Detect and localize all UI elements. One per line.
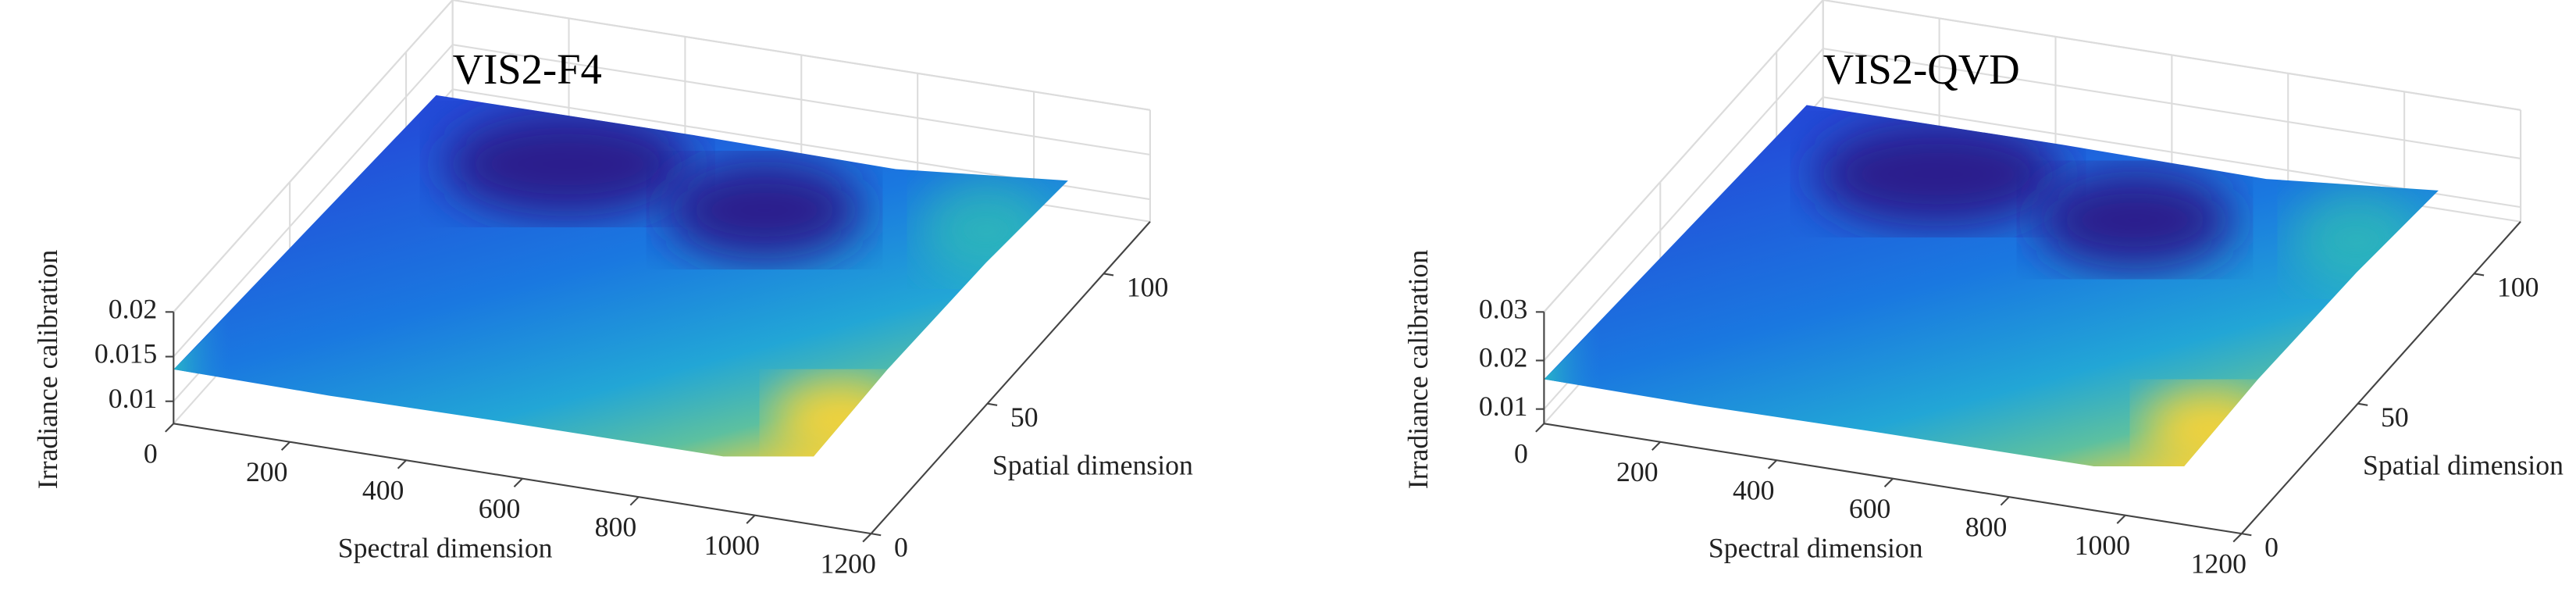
tick-mark — [871, 533, 882, 537]
x-axis-label: Spectral dimension — [1708, 532, 1923, 563]
grid-line — [452, 44, 1151, 156]
tick-mark — [513, 477, 523, 487]
y-tick-label: 0 — [894, 531, 908, 562]
z-axis-label: Irradiance calibration — [32, 250, 63, 490]
tick-mark — [397, 459, 407, 469]
tick-mark — [1767, 459, 1777, 469]
z-tick-label: 0.01 — [1479, 391, 1528, 422]
tick-mark — [280, 441, 290, 451]
y-axis-label: Spatial dimension — [992, 449, 1193, 480]
x-tick-label: 1200 — [820, 548, 875, 579]
x-tick-label: 1000 — [704, 530, 760, 561]
x-tick-label: 600 — [1849, 493, 1891, 524]
tick-mark — [862, 533, 872, 543]
z-tick-label: 0.02 — [1479, 342, 1528, 373]
chart-title: VIS2-QVD — [1823, 45, 2020, 93]
tick-mark — [1883, 477, 1894, 487]
tick-mark — [629, 496, 640, 506]
tick-mark — [2357, 402, 2368, 406]
panel: 0 200 400 600 800 1000 1200 0 50 100 0.01 0.02 0.03 S… — [1402, 0, 2564, 579]
tick-mark — [2116, 514, 2126, 524]
y-tick-label: 0 — [2264, 531, 2278, 562]
z-axis-label: Irradiance calibration — [1402, 250, 1434, 490]
grid-line — [1822, 48, 2521, 160]
grid-line — [173, 44, 454, 358]
tick-mark — [2232, 533, 2243, 543]
x-tick-label: 1000 — [2075, 530, 2130, 561]
x-tick-label: 200 — [1616, 456, 1659, 487]
box-edge — [1543, 0, 1824, 313]
x-tick-label: 400 — [1733, 474, 1775, 505]
y-tick-label: 50 — [1010, 401, 1039, 433]
x-tick-label: 200 — [246, 456, 288, 487]
x-tick-label: 1200 — [2191, 548, 2246, 579]
tick-mark — [987, 402, 998, 406]
y-tick-label: 50 — [2381, 401, 2409, 433]
grid-line — [1543, 48, 1824, 362]
x-tick-label: 0 — [144, 438, 158, 469]
z-tick-label: 0.015 — [94, 338, 157, 369]
y-tick-label: 100 — [1127, 272, 1169, 303]
x-tick-label: 0 — [1514, 438, 1528, 469]
tick-mark — [1651, 441, 1662, 451]
x-axis-label: Spectral dimension — [338, 532, 553, 563]
tick-mark — [2474, 273, 2485, 277]
chart-title: VIS2-F4 — [453, 45, 602, 93]
tick-mark — [2000, 496, 2010, 506]
tick-mark — [1535, 423, 1545, 433]
x-tick-label: 400 — [362, 474, 404, 505]
tick-mark — [1103, 273, 1114, 277]
surface — [1544, 105, 2439, 470]
box-edge — [452, 0, 1151, 111]
z-tick-label: 0.02 — [109, 294, 158, 325]
tick-mark — [746, 514, 756, 524]
x-tick-label: 800 — [595, 511, 637, 542]
z-tick-label: 0.03 — [1479, 294, 1528, 325]
surface — [173, 95, 1068, 460]
tick-mark — [2241, 533, 2252, 537]
tick-mark — [165, 423, 175, 433]
box-edge — [1822, 0, 2521, 111]
x-tick-label: 800 — [1965, 511, 2008, 542]
axis-line — [870, 221, 1151, 534]
z-tick-label: 0.01 — [109, 383, 158, 414]
panel: 0 200 400 600 800 1000 1200 0 50 100 0.01 0.015 0.02… — [32, 0, 1193, 579]
box-edge — [173, 0, 454, 313]
y-tick-label: 100 — [2497, 272, 2539, 303]
x-tick-label: 600 — [479, 493, 521, 524]
y-axis-label: Spatial dimension — [2363, 449, 2564, 480]
